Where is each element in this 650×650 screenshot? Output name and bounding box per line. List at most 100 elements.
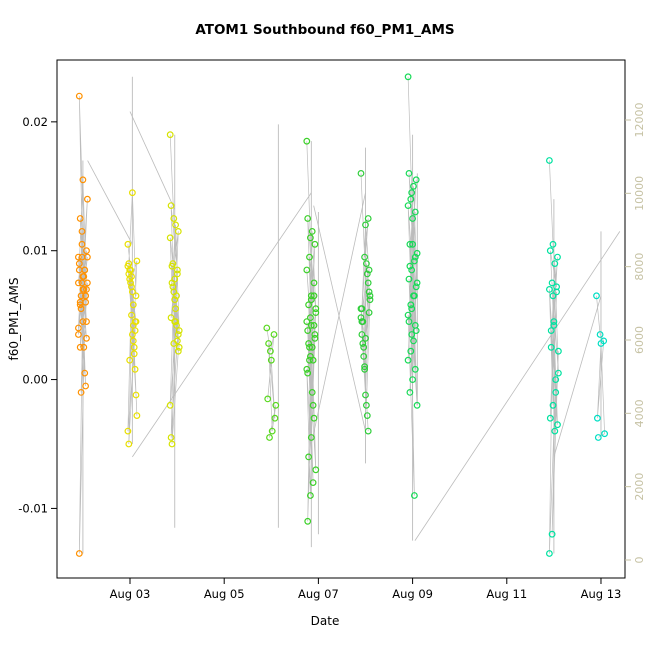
data-point <box>174 347 182 355</box>
data-point <box>357 169 365 177</box>
data-point <box>364 279 372 287</box>
data-point <box>552 389 560 396</box>
x-tick-label: Aug 11 <box>486 587 527 601</box>
data-point <box>309 401 317 409</box>
data-point <box>555 369 562 377</box>
data-point <box>549 401 557 409</box>
data-point <box>411 492 418 499</box>
cluster-polyline <box>266 327 277 438</box>
data-point <box>307 234 314 242</box>
data-point <box>305 340 313 347</box>
data-point <box>267 356 275 364</box>
connector-line <box>129 111 176 210</box>
data-point <box>549 292 557 300</box>
data-point <box>74 279 82 287</box>
data-point <box>406 389 414 396</box>
data-point <box>173 337 181 345</box>
data-point <box>81 369 89 377</box>
data-point <box>303 137 311 145</box>
data-point <box>547 327 555 335</box>
data-point <box>78 227 86 235</box>
data-point <box>167 314 175 322</box>
data-point <box>357 314 365 322</box>
data-point <box>77 305 85 313</box>
data-point <box>128 288 136 296</box>
axes: Aug 03 Aug 05 Aug 07 Aug 09 Aug 11 Aug 13 -0.0… <box>18 59 646 601</box>
data-point <box>548 279 556 287</box>
data-point <box>408 266 416 274</box>
data-point <box>308 343 316 351</box>
y-tick-label-left: 0.00 <box>22 373 48 387</box>
data-point <box>552 376 560 384</box>
data-point <box>549 240 557 248</box>
data-point <box>551 427 559 435</box>
data-point <box>125 440 133 448</box>
data-point <box>594 414 601 422</box>
data-point <box>546 550 553 557</box>
data-point <box>405 318 413 326</box>
y-tick-label-right: 8000 <box>633 253 646 281</box>
data-point <box>546 286 553 293</box>
data-point <box>546 414 554 422</box>
data-point <box>174 227 182 235</box>
data-point <box>553 288 560 296</box>
data-point <box>554 421 561 429</box>
x-tick-label: Aug 05 <box>204 587 245 601</box>
data-point <box>307 296 315 304</box>
data-point <box>175 327 183 335</box>
data-point <box>174 331 182 338</box>
data-point <box>408 305 416 313</box>
data-point <box>363 412 371 420</box>
data-point <box>75 92 83 100</box>
data-point <box>305 301 313 309</box>
plot-border <box>56 59 626 579</box>
data-point <box>305 453 313 461</box>
data-point <box>361 253 369 261</box>
y-tick-label-left: 0.02 <box>22 115 48 129</box>
data-point <box>410 292 417 300</box>
data-point <box>132 318 140 326</box>
data-point <box>404 73 412 81</box>
data-point <box>412 176 420 184</box>
data-point <box>130 350 138 358</box>
data-point <box>307 314 314 322</box>
data-point <box>548 530 556 538</box>
data-point <box>407 347 415 355</box>
data-point <box>264 395 272 403</box>
data-point <box>363 270 371 278</box>
connector-line <box>132 192 312 458</box>
data-point <box>170 215 178 222</box>
data-point <box>409 240 417 248</box>
data-point <box>306 356 313 364</box>
data-point <box>76 215 84 222</box>
data-point <box>406 240 414 248</box>
data-point <box>406 262 414 270</box>
data-point <box>74 324 82 332</box>
data-point <box>307 434 315 441</box>
data-point <box>129 301 137 309</box>
data-point <box>267 347 274 355</box>
data-point <box>312 466 320 474</box>
data-point <box>304 369 312 377</box>
data-point <box>411 322 419 329</box>
data-point <box>75 550 83 557</box>
data-point <box>411 208 419 216</box>
data-point <box>404 202 412 210</box>
data-point <box>362 221 369 229</box>
data-point <box>167 434 175 441</box>
y-tick-label-right: 2000 <box>633 473 646 501</box>
data-point <box>358 331 366 338</box>
data-point <box>127 266 135 274</box>
data-point <box>594 434 602 441</box>
data-point <box>83 334 90 342</box>
data-point <box>360 343 368 351</box>
data-point <box>363 401 370 409</box>
data-point <box>166 234 174 242</box>
data-point <box>272 401 280 409</box>
x-tick-label: Aug 03 <box>110 587 151 601</box>
data-point <box>167 202 175 210</box>
data-point <box>601 430 608 438</box>
connector-line <box>553 295 602 457</box>
data-point <box>78 253 86 261</box>
data-point <box>404 356 412 364</box>
